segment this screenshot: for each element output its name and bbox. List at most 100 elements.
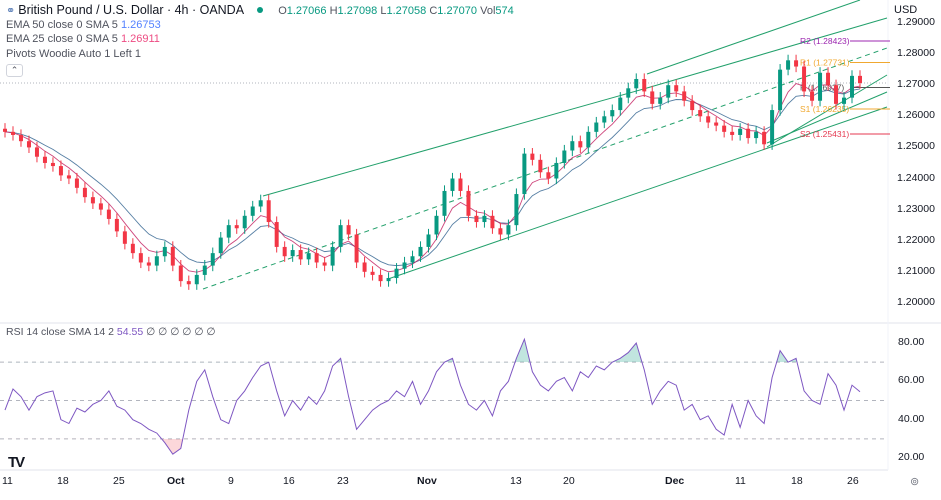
time-tick: 13 xyxy=(510,475,522,487)
candle-body xyxy=(282,246,287,257)
candle-body xyxy=(194,274,199,285)
pivot-label: R1 (1.27731) xyxy=(800,57,850,67)
time-tick: Dec xyxy=(665,475,685,487)
candle-body xyxy=(410,256,415,263)
candle-body xyxy=(26,141,31,148)
candle-body xyxy=(474,215,479,223)
candle-body xyxy=(226,225,231,238)
channel-line-6 xyxy=(766,91,888,144)
candle-body xyxy=(330,246,335,266)
time-tick: 25 xyxy=(113,475,125,487)
candle-body xyxy=(730,131,735,135)
ema25-line xyxy=(4,83,861,273)
price-tick: 1.28000 xyxy=(897,47,935,60)
candle-body xyxy=(850,75,855,98)
candle-body xyxy=(202,265,207,275)
rsi-tick: 40.00 xyxy=(898,412,925,425)
candle-body xyxy=(570,141,575,151)
rsi-tick: 80.00 xyxy=(898,336,925,348)
time-tick: 18 xyxy=(57,475,69,487)
price-tick: 1.24000 xyxy=(897,171,935,184)
candle-body xyxy=(706,116,711,123)
candle-body xyxy=(98,203,103,210)
candle-body xyxy=(58,166,63,176)
candle-body xyxy=(554,162,559,179)
chevron-up-icon[interactable]: ⌃ xyxy=(6,64,23,77)
price-tick: 1.26000 xyxy=(897,109,935,122)
candle-body xyxy=(530,153,535,160)
candle-body xyxy=(378,274,383,282)
channel-line-2 xyxy=(387,106,888,280)
candle-body xyxy=(434,215,439,235)
candle-body xyxy=(354,234,359,263)
rsi-overbought-fill xyxy=(5,339,860,363)
candle-body xyxy=(602,116,607,123)
time-tick: 26 xyxy=(847,475,859,487)
price-tick: 1.29000 xyxy=(897,16,935,28)
gear-icon[interactable]: ⊚ xyxy=(910,476,920,488)
chart-legend: ⚭ British Pound / U.S. Dollar · 4h · OAN… xyxy=(6,3,514,77)
candle-body xyxy=(658,97,663,104)
candle-body xyxy=(274,222,279,247)
rsi-legend[interactable]: RSI 14 close SMA 14 2 54.55 ∅ ∅ ∅ ∅ ∅ ∅ xyxy=(6,326,216,338)
candle-body xyxy=(682,91,687,101)
candle-body xyxy=(122,231,127,244)
candle-body xyxy=(34,147,39,157)
tradingview-logo[interactable]: TV xyxy=(8,454,25,471)
candle-body xyxy=(594,122,599,132)
indicator-pivots[interactable]: Pivots Woodie Auto 1 Left 1 xyxy=(6,47,141,60)
candle-body xyxy=(10,131,15,135)
candle-body xyxy=(66,175,71,179)
price-tick: 1.25000 xyxy=(897,140,935,153)
candle-body xyxy=(778,69,783,111)
candle-body xyxy=(842,97,847,104)
candle-body xyxy=(546,172,551,179)
candle-body xyxy=(810,91,815,101)
candle-body xyxy=(722,125,727,132)
candle-body xyxy=(258,200,263,207)
candle-body xyxy=(346,225,351,235)
time-tick: 23 xyxy=(337,475,349,487)
candle-body xyxy=(170,246,175,266)
price-tick: 1.21000 xyxy=(897,264,935,277)
indicator-ema25[interactable]: EMA 25 close 0 SMA 5 1.26911 xyxy=(6,33,160,45)
pivot-label: S1 (1.26235) xyxy=(800,104,849,114)
currency-label[interactable]: USD xyxy=(894,4,918,16)
candle-body xyxy=(458,178,463,191)
candle-body xyxy=(138,253,143,263)
channel-line-4 xyxy=(646,17,888,89)
candle-body xyxy=(74,178,79,188)
symbol-row: ⚭ British Pound / U.S. Dollar · 4h · OAN… xyxy=(6,3,514,18)
ema50-line xyxy=(4,88,861,267)
candle-body xyxy=(586,131,591,148)
candle-body xyxy=(338,225,343,247)
price-tick: 1.27000 xyxy=(897,78,935,91)
candle-body xyxy=(490,215,495,229)
rsi-tick: 60.00 xyxy=(898,374,925,387)
pivot-label: P (1.26927) xyxy=(800,82,844,92)
rsi-line xyxy=(4,337,861,455)
candle-body xyxy=(674,85,679,92)
candle-body xyxy=(442,190,447,216)
candle-body xyxy=(794,60,799,67)
candle-body xyxy=(402,262,407,269)
time-tick: Nov xyxy=(417,475,437,487)
currency-flag-icon: ⚭ xyxy=(6,5,16,17)
candle-body xyxy=(210,253,215,266)
candle-body xyxy=(394,268,399,279)
indicator-ema50[interactable]: EMA 50 close 0 SMA 5 1.26753 xyxy=(6,18,161,31)
candle-body xyxy=(818,72,823,101)
candle-body xyxy=(834,85,839,104)
candle-body xyxy=(242,215,247,229)
candle-body xyxy=(514,194,519,226)
symbol-title[interactable]: British Pound / U.S. Dollar · 4h · OANDA xyxy=(18,3,245,17)
candle-body xyxy=(690,100,695,111)
rsi-tick: 20.00 xyxy=(898,451,925,464)
candle-body xyxy=(418,246,423,257)
candle-body xyxy=(298,250,303,260)
candle-body xyxy=(306,253,311,260)
candle-body xyxy=(786,60,791,70)
candle-body xyxy=(386,278,391,282)
pivot-label: R2 (1.28423) xyxy=(800,36,850,46)
